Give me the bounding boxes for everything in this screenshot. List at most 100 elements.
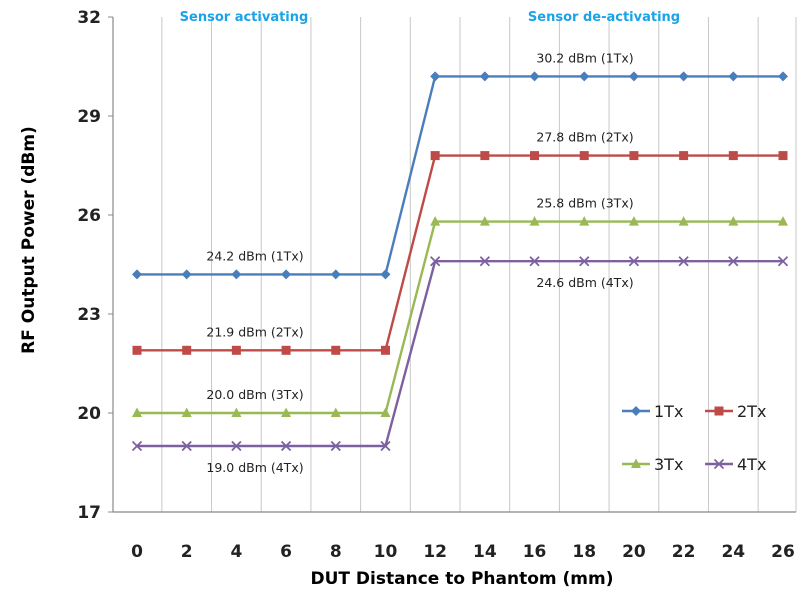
data-point-3Tx: [728, 216, 739, 226]
region-label: Sensor de-activating: [528, 10, 680, 25]
y-tick-label: 20: [77, 404, 101, 424]
data-point-2Tx: [281, 345, 291, 355]
data-point-4Tx: [678, 256, 689, 267]
data-point-1Tx: [728, 71, 739, 82]
data-point-2Tx: [231, 345, 241, 355]
x-tick-label: 4: [230, 542, 242, 562]
x-tick-label: 12: [423, 542, 447, 562]
value-annotation: 25.8 dBm (3Tx): [536, 196, 633, 211]
x-tick-label: 18: [572, 542, 596, 562]
data-point-4Tx: [131, 440, 143, 452]
y-tick-label: 23: [77, 305, 101, 325]
data-point-2Tx: [480, 151, 490, 161]
legend-label: 1Tx: [654, 402, 683, 421]
data-point-2Tx: [380, 345, 390, 355]
data-point-4Tx: [380, 440, 391, 452]
data-point-3Tx: [281, 407, 292, 417]
x-tick-label: 22: [672, 542, 696, 562]
legend-label: 4Tx: [737, 455, 766, 474]
legend-marker: [714, 406, 724, 416]
data-point-3Tx: [529, 216, 540, 226]
data-point-3Tx: [181, 407, 192, 417]
data-point-1Tx: [132, 269, 142, 280]
value-annotation: 20.0 dBm (3Tx): [206, 387, 303, 402]
legend-marker: [631, 458, 641, 468]
legend-item-2Tx: 2Tx: [705, 402, 766, 421]
value-annotation: 21.9 dBm (2Tx): [206, 324, 303, 339]
data-point-1Tx: [430, 71, 441, 82]
y-tick-label: 17: [77, 503, 101, 523]
x-tick-label: 16: [523, 542, 547, 562]
y-tick-label: 29: [77, 107, 101, 127]
data-point-2Tx: [778, 151, 788, 161]
data-point-3Tx: [479, 216, 490, 226]
data-point-2Tx: [629, 151, 639, 161]
gridlines: [161, 17, 797, 512]
x-axis-title: DUT Distance to Phantom (mm): [311, 569, 614, 589]
data-point-1Tx: [628, 71, 639, 82]
data-point-1Tx: [231, 269, 242, 280]
legend-marker: [713, 458, 725, 470]
data-point-1Tx: [281, 269, 292, 280]
x-tick-label: 20: [622, 542, 646, 562]
data-point-1Tx: [479, 71, 490, 82]
data-point-4Tx: [529, 256, 540, 267]
data-point-4Tx: [479, 256, 490, 267]
data-point-2Tx: [132, 345, 142, 355]
data-point-4Tx: [430, 256, 441, 267]
value-annotation: 30.2 dBm (1Tx): [536, 50, 633, 65]
series-line-2Tx: [137, 154, 783, 352]
data-point-1Tx: [678, 71, 689, 82]
annotations: Sensor activating Sensor de-activating 24.…: [180, 10, 680, 475]
data-point-4Tx: [280, 440, 292, 452]
data-point-1Tx: [778, 71, 788, 82]
data-point-1Tx: [330, 269, 341, 280]
x-tick-label: 26: [771, 542, 795, 562]
data-point-3Tx: [579, 216, 590, 226]
y-axis-title: RF Output Power (dBm): [19, 126, 39, 354]
data-point-3Tx: [628, 216, 639, 226]
data-point-1Tx: [529, 71, 540, 82]
data-point-3Tx: [430, 216, 441, 226]
y-tick-label: 26: [77, 206, 101, 226]
value-annotation: 19.0 dBm (4Tx): [206, 460, 303, 475]
data-point-4Tx: [181, 440, 192, 452]
data-point-3Tx: [778, 216, 788, 226]
value-annotation: 24.2 dBm (1Tx): [206, 248, 303, 263]
data-point-3Tx: [678, 216, 689, 226]
data-point-2Tx: [530, 151, 540, 161]
x-tick-label: 14: [473, 542, 497, 562]
x-tick-label: 6: [280, 542, 292, 562]
data-point-4Tx: [579, 256, 590, 267]
legend-marker: [631, 406, 641, 416]
data-point-4Tx: [231, 440, 242, 452]
data-point-3Tx: [231, 407, 242, 417]
legend-label: 2Tx: [737, 402, 766, 421]
series-lines: [131, 71, 789, 452]
legend-item-1Tx: 1Tx: [622, 402, 683, 421]
data-point-2Tx: [430, 151, 440, 161]
data-point-3Tx: [380, 407, 391, 417]
value-annotation: 27.8 dBm (2Tx): [536, 130, 633, 145]
x-tick-label: 24: [721, 542, 745, 562]
data-point-3Tx: [330, 407, 341, 417]
series-line-1Tx: [137, 75, 783, 276]
legend-item-3Tx: 3Tx: [622, 455, 683, 474]
x-tick-label: 8: [330, 542, 342, 562]
data-point-2Tx: [331, 345, 341, 355]
data-point-2Tx: [182, 345, 192, 355]
data-point-4Tx: [330, 440, 341, 452]
data-point-3Tx: [132, 407, 142, 417]
value-annotation: 24.6 dBm (4Tx): [536, 275, 633, 290]
data-point-4Tx: [777, 256, 789, 267]
x-tick-label: 0: [131, 542, 143, 562]
data-point-1Tx: [579, 71, 590, 82]
series-line-4Tx: [137, 260, 783, 448]
series-line-3Tx: [137, 220, 783, 415]
data-point-1Tx: [380, 269, 391, 280]
data-point-2Tx: [679, 151, 689, 161]
data-point-1Tx: [181, 269, 192, 280]
region-label: Sensor activating: [180, 10, 309, 25]
